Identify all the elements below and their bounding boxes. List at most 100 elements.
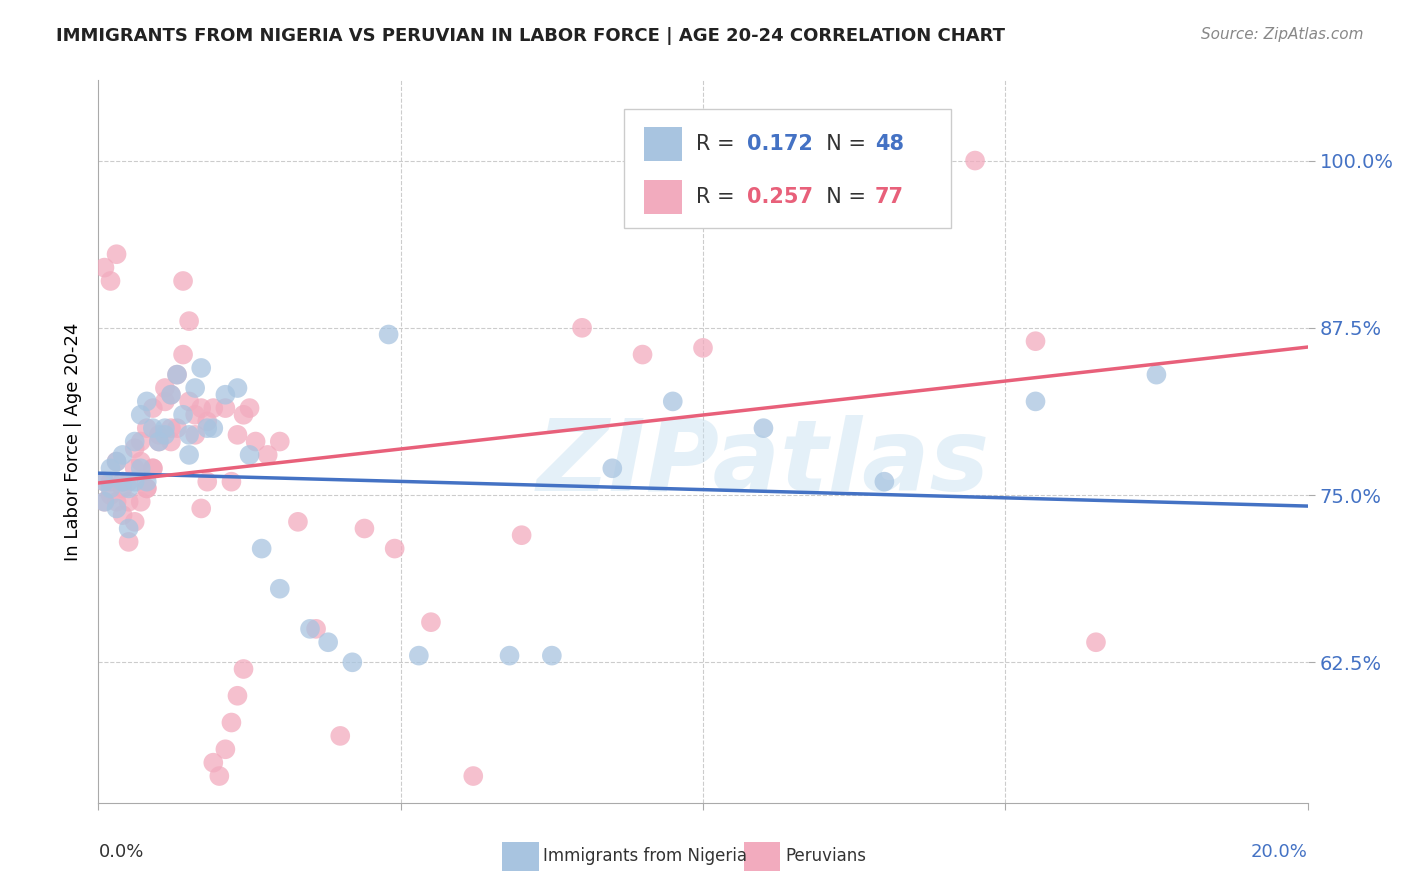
Point bbox=[105, 455, 128, 469]
Point bbox=[124, 434, 146, 449]
Point bbox=[342, 656, 364, 670]
Point bbox=[195, 414, 218, 429]
Point bbox=[111, 482, 134, 496]
Point bbox=[190, 361, 212, 376]
Point bbox=[450, 822, 472, 837]
Point bbox=[118, 495, 141, 509]
Point bbox=[93, 495, 115, 509]
Point bbox=[135, 421, 157, 435]
Y-axis label: In Labor Force | Age 20-24: In Labor Force | Age 20-24 bbox=[63, 322, 82, 561]
Point bbox=[153, 381, 176, 395]
Point bbox=[256, 448, 278, 462]
Text: IMMIGRANTS FROM NIGERIA VS PERUVIAN IN LABOR FORCE | AGE 20-24 CORRELATION CHART: IMMIGRANTS FROM NIGERIA VS PERUVIAN IN L… bbox=[56, 27, 1005, 45]
Point bbox=[166, 368, 188, 382]
Point bbox=[160, 421, 183, 435]
Point bbox=[93, 475, 115, 489]
Text: 0.0%: 0.0% bbox=[98, 843, 143, 861]
Point bbox=[118, 522, 141, 536]
Text: 0.172: 0.172 bbox=[747, 134, 813, 154]
Point bbox=[631, 348, 654, 362]
Point bbox=[100, 482, 122, 496]
Point bbox=[105, 247, 128, 261]
Point bbox=[661, 394, 683, 409]
Point bbox=[498, 648, 520, 663]
Point bbox=[214, 388, 236, 402]
FancyBboxPatch shape bbox=[744, 842, 780, 871]
Point bbox=[111, 475, 134, 489]
Point bbox=[160, 434, 183, 449]
Point bbox=[602, 461, 624, 475]
Point bbox=[232, 662, 254, 676]
Point bbox=[93, 475, 115, 489]
Point bbox=[105, 495, 128, 509]
Point bbox=[105, 455, 128, 469]
Point bbox=[166, 368, 188, 382]
Point bbox=[124, 475, 146, 489]
Point bbox=[124, 442, 146, 455]
Point bbox=[1144, 368, 1167, 382]
Point bbox=[135, 482, 157, 496]
Point bbox=[202, 421, 225, 435]
Point bbox=[269, 582, 291, 596]
Point bbox=[202, 756, 225, 770]
Text: N =: N = bbox=[813, 134, 873, 154]
Point bbox=[221, 475, 243, 489]
Point bbox=[148, 428, 170, 442]
Point bbox=[142, 401, 165, 416]
Point bbox=[1085, 635, 1108, 649]
Point bbox=[142, 461, 165, 475]
Point bbox=[239, 448, 262, 462]
Point bbox=[100, 488, 122, 502]
Point bbox=[195, 421, 218, 435]
Point bbox=[329, 729, 352, 743]
Point bbox=[184, 381, 207, 395]
Point bbox=[287, 515, 309, 529]
Point bbox=[142, 421, 165, 435]
Point bbox=[226, 428, 249, 442]
Point bbox=[93, 495, 115, 509]
Point bbox=[111, 448, 134, 462]
Point bbox=[226, 689, 249, 703]
Point bbox=[783, 153, 806, 168]
Point bbox=[153, 421, 176, 435]
Point bbox=[179, 394, 201, 409]
Point bbox=[692, 341, 714, 355]
Point bbox=[1024, 334, 1046, 349]
Point bbox=[172, 348, 194, 362]
Point bbox=[135, 482, 157, 496]
Point bbox=[873, 475, 896, 489]
Point bbox=[305, 622, 328, 636]
Point bbox=[214, 401, 236, 416]
Text: ZIPatlas: ZIPatlas bbox=[537, 415, 990, 512]
Point bbox=[420, 615, 443, 630]
Point bbox=[208, 769, 231, 783]
Point bbox=[1024, 394, 1046, 409]
Point bbox=[129, 455, 152, 469]
Point bbox=[160, 388, 183, 402]
Point bbox=[124, 515, 146, 529]
Point bbox=[239, 401, 262, 416]
Point bbox=[129, 408, 152, 422]
Point bbox=[384, 541, 406, 556]
Point bbox=[100, 475, 122, 489]
Point bbox=[965, 153, 987, 168]
FancyBboxPatch shape bbox=[644, 128, 682, 161]
Point bbox=[135, 394, 157, 409]
Point bbox=[153, 428, 176, 442]
Point bbox=[540, 648, 562, 663]
Point bbox=[148, 434, 170, 449]
Point bbox=[510, 528, 533, 542]
Point bbox=[100, 274, 122, 288]
Point bbox=[202, 401, 225, 416]
Point bbox=[463, 769, 485, 783]
Point bbox=[752, 421, 775, 435]
Point bbox=[118, 535, 141, 549]
Point bbox=[93, 260, 115, 275]
Point bbox=[226, 381, 249, 395]
Point bbox=[299, 622, 322, 636]
Point bbox=[221, 715, 243, 730]
Point bbox=[118, 475, 141, 489]
Text: R =: R = bbox=[696, 186, 741, 207]
Point bbox=[129, 495, 152, 509]
Point bbox=[166, 421, 188, 435]
